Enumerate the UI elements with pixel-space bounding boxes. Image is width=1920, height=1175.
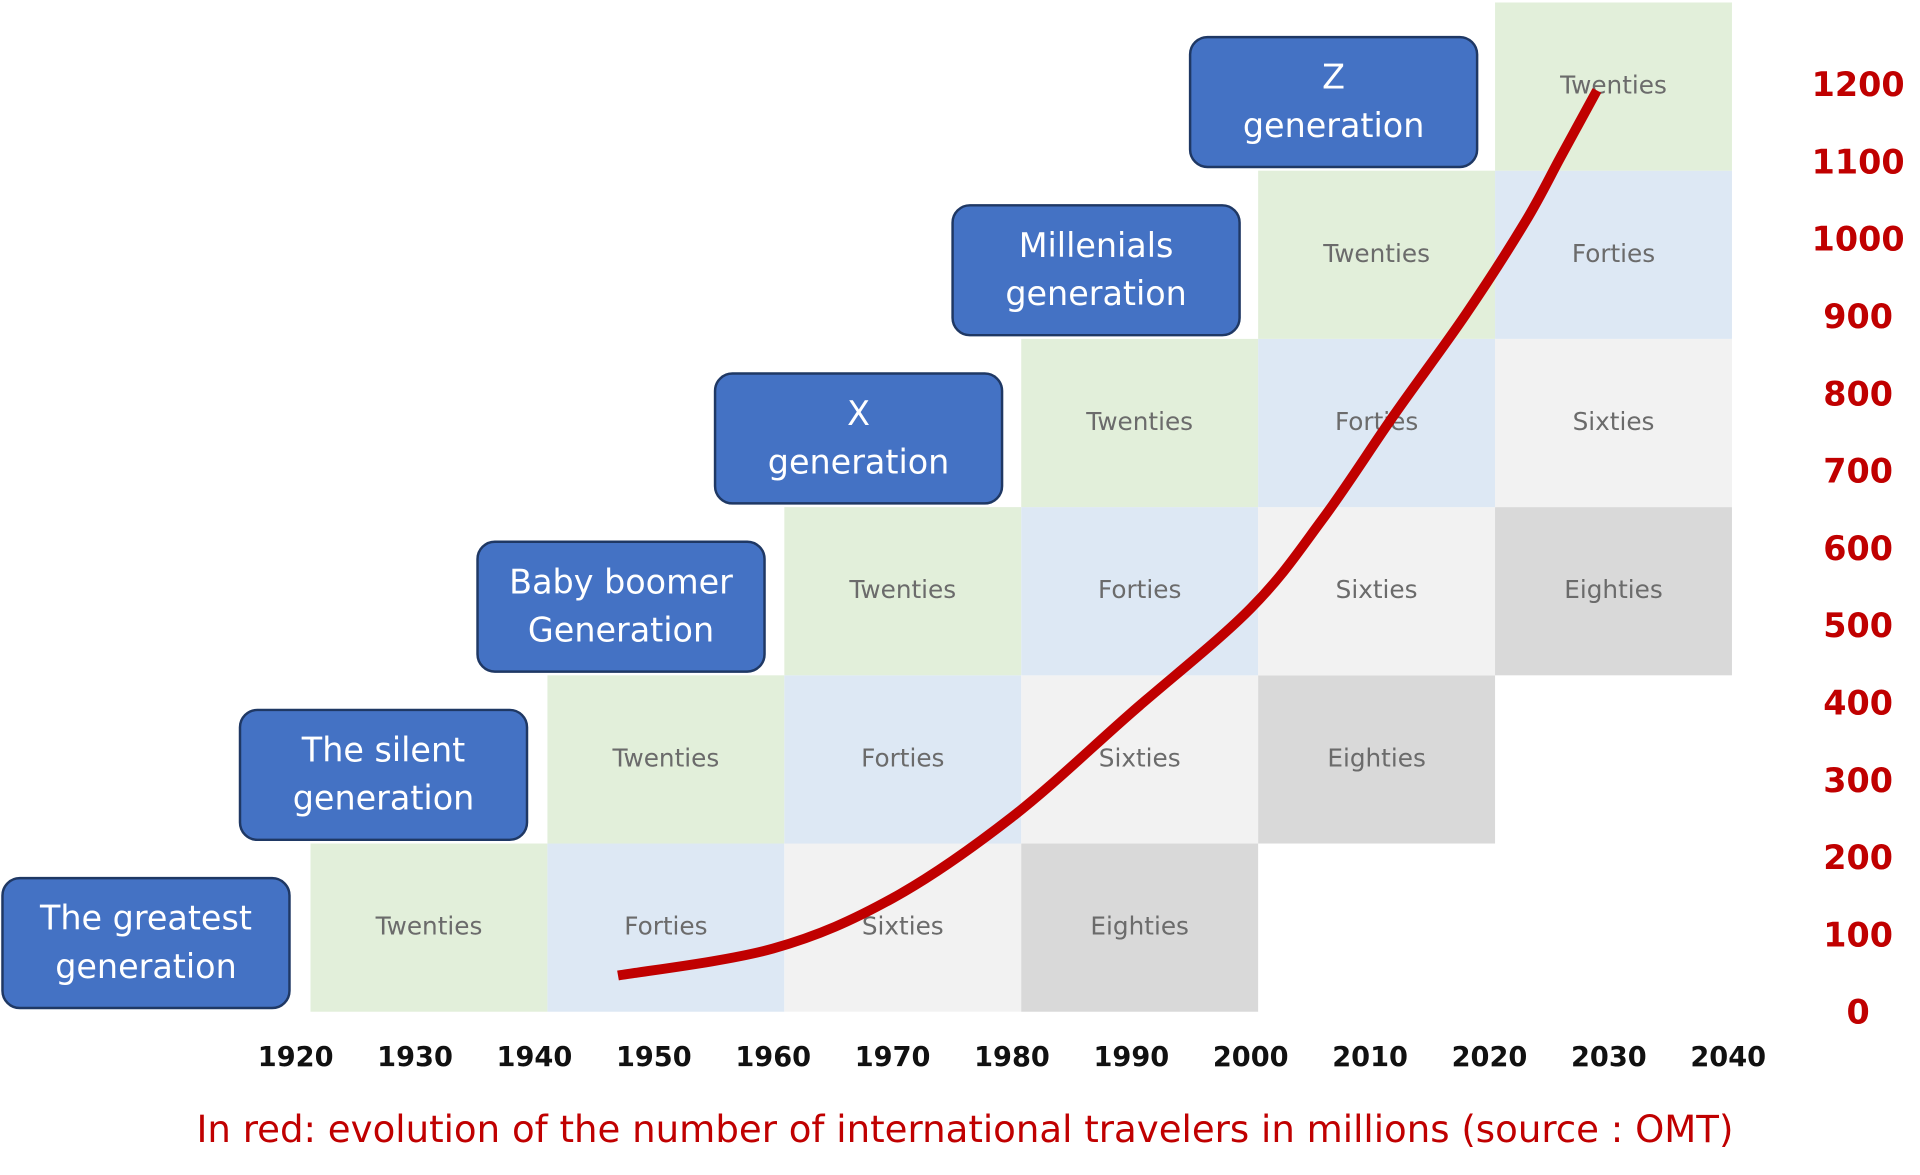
generation-box [476,540,766,673]
generation-label: generation [55,947,237,986]
generation-label: Baby boomer [509,562,733,601]
y-tick-label: 400 [1823,684,1893,723]
x-tick-label: 1980 [974,1042,1050,1073]
generation-label: generation [1243,106,1425,145]
x-tick-label: 2000 [1213,1042,1289,1073]
stage-cell [1495,2,1732,171]
y-tick-label: 300 [1823,761,1893,800]
generation-box [238,708,529,842]
x-tick-label: 1940 [497,1042,573,1073]
stage-cell [1258,675,1496,844]
generation-label: The silent [301,731,465,770]
stage-cell [784,507,1022,676]
stage-cell [1258,507,1496,676]
y-tick-label: 600 [1823,529,1893,568]
generation-label: X [847,394,870,433]
curve-layer [617,88,1602,981]
x-tick-label: 2030 [1571,1042,1647,1073]
y-tick-label: 500 [1823,606,1893,645]
generation-box [713,372,1004,505]
stage-cell [1021,338,1259,508]
stage-label: Eighties [1564,575,1663,604]
stage-label: Eighties [1090,912,1189,941]
stage-label: Forties [1572,239,1655,268]
stage-cell [547,843,785,1012]
stage-label: Twenties [375,912,483,941]
stage-cell [1021,507,1259,676]
x-tick-label: 1930 [377,1042,453,1073]
generation-label: generation [293,779,475,818]
y-tick-label: 1200 [1812,65,1905,104]
stage-label: Twenties [1322,239,1430,268]
y-tick-label: 900 [1823,297,1893,336]
stage-label: Twenties [1085,407,1193,436]
stage-cell [784,675,1022,844]
stage-label: Sixties [1336,575,1418,604]
stage-label: Sixties [1573,407,1655,436]
axes: 1920 1930 1940 1950 1960 1970 1980 1990 2000 2010… [258,65,1905,1073]
y-tick-label: 200 [1823,838,1893,877]
travelers-curve [617,88,1602,981]
x-tick-label: 2020 [1452,1042,1528,1073]
generation-boxes: The greatest generation The silent generati… [1,35,1479,1010]
y-tick-label: 100 [1823,915,1893,954]
stage-label: Eighties [1327,743,1426,772]
stage-label: Forties [1098,575,1181,604]
caption: In red: evolution of the number of inter… [196,1108,1733,1151]
stage-label: Twenties [611,743,719,772]
generation-box [951,204,1241,337]
x-tick-label: 1960 [735,1042,811,1073]
stage-label: Twenties [848,575,956,604]
generation-label: Millenials [1019,226,1174,265]
y-tick-label: 700 [1823,452,1893,491]
x-tick-label: 2010 [1332,1042,1408,1073]
stage-label: Forties [624,912,707,941]
stage-label: Twenties [1559,71,1667,100]
stage-label: Forties [861,743,944,772]
cells: Twenties Forties Sixties Eighties Twenties Fo… [310,2,1732,1012]
x-tick-label: 1970 [855,1042,931,1073]
x-tick-label: 2040 [1690,1042,1766,1073]
x-tick-label: 1990 [1093,1042,1169,1073]
generation-label: The greatest [39,899,252,938]
stage-label: Sixties [1099,743,1181,772]
stage-cell [547,675,785,844]
y-tick-label: 1100 [1812,142,1905,181]
stage-label: Forties [1335,407,1418,436]
y-tick-label: 1000 [1812,220,1905,259]
y-tick-label: 800 [1823,374,1893,413]
generation-label: generation [1005,274,1187,313]
generation-label: generation [768,442,950,481]
generation-label: Z [1322,58,1345,97]
stage-cell [1258,338,1496,508]
generation-box [1188,35,1479,169]
generation-box [1,876,291,1010]
y-tick-label: 0 [1847,993,1870,1032]
stage-cell [1495,507,1732,676]
x-tick-label: 1950 [616,1042,692,1073]
stage-label: Sixties [862,912,944,941]
stage-cell [1021,843,1259,1012]
x-tick-label: 1920 [258,1042,334,1073]
generation-label: Generation [528,611,714,650]
stage-cell [310,843,548,1012]
stage-cell [1495,338,1732,508]
stage-cell [1258,170,1496,339]
